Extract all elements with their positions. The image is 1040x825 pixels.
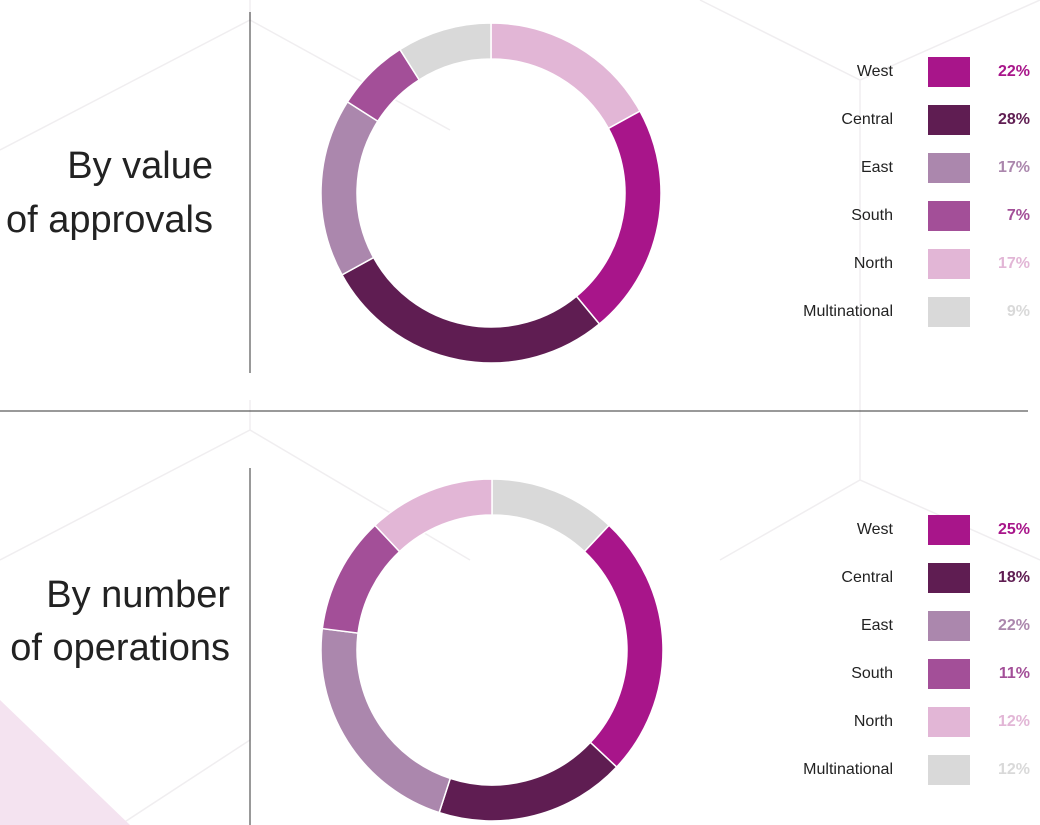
legend-label: West [857,521,894,538]
value-label: 11% [999,665,1030,682]
legend-label: West [857,63,894,80]
legend-swatch [928,201,970,231]
value-label: 17% [998,255,1030,272]
chart-title: of operations [10,627,230,669]
legend-label: Multinational [803,303,893,320]
decor-triangle [0,700,130,825]
legend-swatch [928,249,970,279]
legend-swatch [928,563,970,593]
legend-label: Central [841,569,893,586]
donut-slice [320,100,379,276]
value-label: 17% [998,159,1030,176]
chart-title: of approvals [6,199,213,241]
legend-swatch [928,105,970,135]
value-label: 22% [998,63,1030,80]
legend-swatch [928,659,970,689]
value-label: 9% [1007,303,1030,320]
legend-swatch [928,755,970,785]
donut-slice [320,627,452,814]
value-label: 7% [1007,207,1030,224]
legend-label: East [861,159,894,176]
value-label: 18% [998,569,1030,586]
value-label: 22% [998,617,1030,634]
legend-label: South [851,665,893,682]
chart-title: By value [67,145,213,187]
donut-slice [321,524,401,634]
value-label: 12% [998,713,1030,730]
legend-swatch [928,515,970,545]
donut-slice [341,256,601,364]
value-label: 28% [998,111,1030,128]
value-label: 12% [998,761,1030,778]
legend-label: South [851,207,893,224]
chart-title: By number [46,574,230,616]
donut-slice [491,478,611,553]
legend-label: North [854,713,893,730]
donut-slice [373,478,493,553]
legend-label: Central [841,111,893,128]
legend-swatch [928,153,970,183]
legend-swatch [928,57,970,87]
legend-swatch [928,611,970,641]
donut-slice [575,110,662,326]
donut-slice [583,524,664,769]
legend-label: Multinational [803,761,893,778]
donut-slice [490,22,641,130]
legend-label: East [861,617,894,634]
donut-slice [398,22,492,81]
value-label: 25% [998,521,1030,538]
legend-label: North [854,255,893,272]
donut-slice [438,741,618,822]
legend-swatch [928,297,970,327]
legend-swatch [928,707,970,737]
